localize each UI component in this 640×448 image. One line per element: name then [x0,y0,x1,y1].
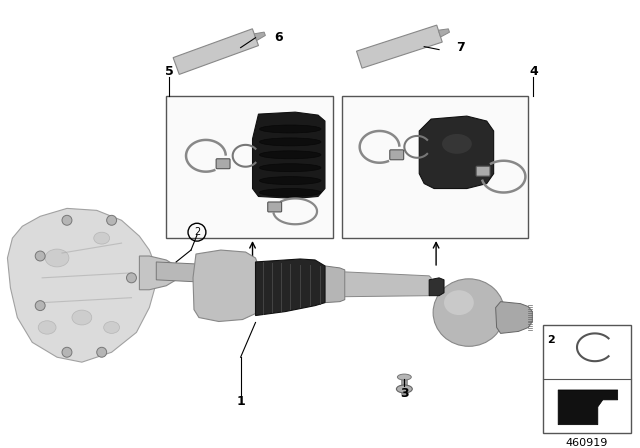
Ellipse shape [104,322,120,333]
Polygon shape [173,29,259,74]
Polygon shape [8,208,156,362]
Polygon shape [558,390,618,425]
Ellipse shape [433,279,504,346]
Ellipse shape [94,232,109,244]
Ellipse shape [72,310,92,325]
Polygon shape [429,278,444,296]
Bar [543,325,630,433]
Text: 6: 6 [274,31,283,44]
FancyBboxPatch shape [268,202,282,212]
FancyBboxPatch shape [390,150,404,160]
Text: 2: 2 [194,227,200,237]
Circle shape [127,273,136,283]
Circle shape [62,347,72,357]
Ellipse shape [444,290,474,315]
Text: 7: 7 [456,41,465,54]
Circle shape [62,215,72,225]
Ellipse shape [442,134,472,154]
Circle shape [35,251,45,261]
Polygon shape [140,256,176,290]
Polygon shape [254,32,266,40]
Polygon shape [253,112,325,198]
Ellipse shape [38,321,56,334]
Ellipse shape [259,189,321,197]
Text: 5: 5 [164,65,173,78]
Circle shape [97,347,107,357]
Bar [342,96,529,238]
Polygon shape [345,272,431,297]
Ellipse shape [396,385,412,393]
Polygon shape [193,250,259,322]
Polygon shape [325,266,345,303]
Polygon shape [495,302,532,333]
Ellipse shape [259,177,321,185]
Bar [166,96,333,238]
Polygon shape [156,262,199,282]
Polygon shape [419,116,493,189]
FancyBboxPatch shape [216,159,230,169]
Ellipse shape [45,249,69,267]
Ellipse shape [259,164,321,172]
Text: 2: 2 [547,336,555,345]
Circle shape [35,301,45,310]
Ellipse shape [259,151,321,159]
FancyBboxPatch shape [476,166,490,176]
Text: 460919: 460919 [566,438,608,448]
Text: 3: 3 [400,388,409,401]
Polygon shape [438,29,449,37]
Ellipse shape [397,374,412,380]
Circle shape [107,215,116,225]
Ellipse shape [259,125,321,133]
Text: 1: 1 [236,396,245,409]
Text: 4: 4 [529,65,538,78]
Polygon shape [255,259,325,315]
Polygon shape [356,25,442,68]
Ellipse shape [259,138,321,146]
